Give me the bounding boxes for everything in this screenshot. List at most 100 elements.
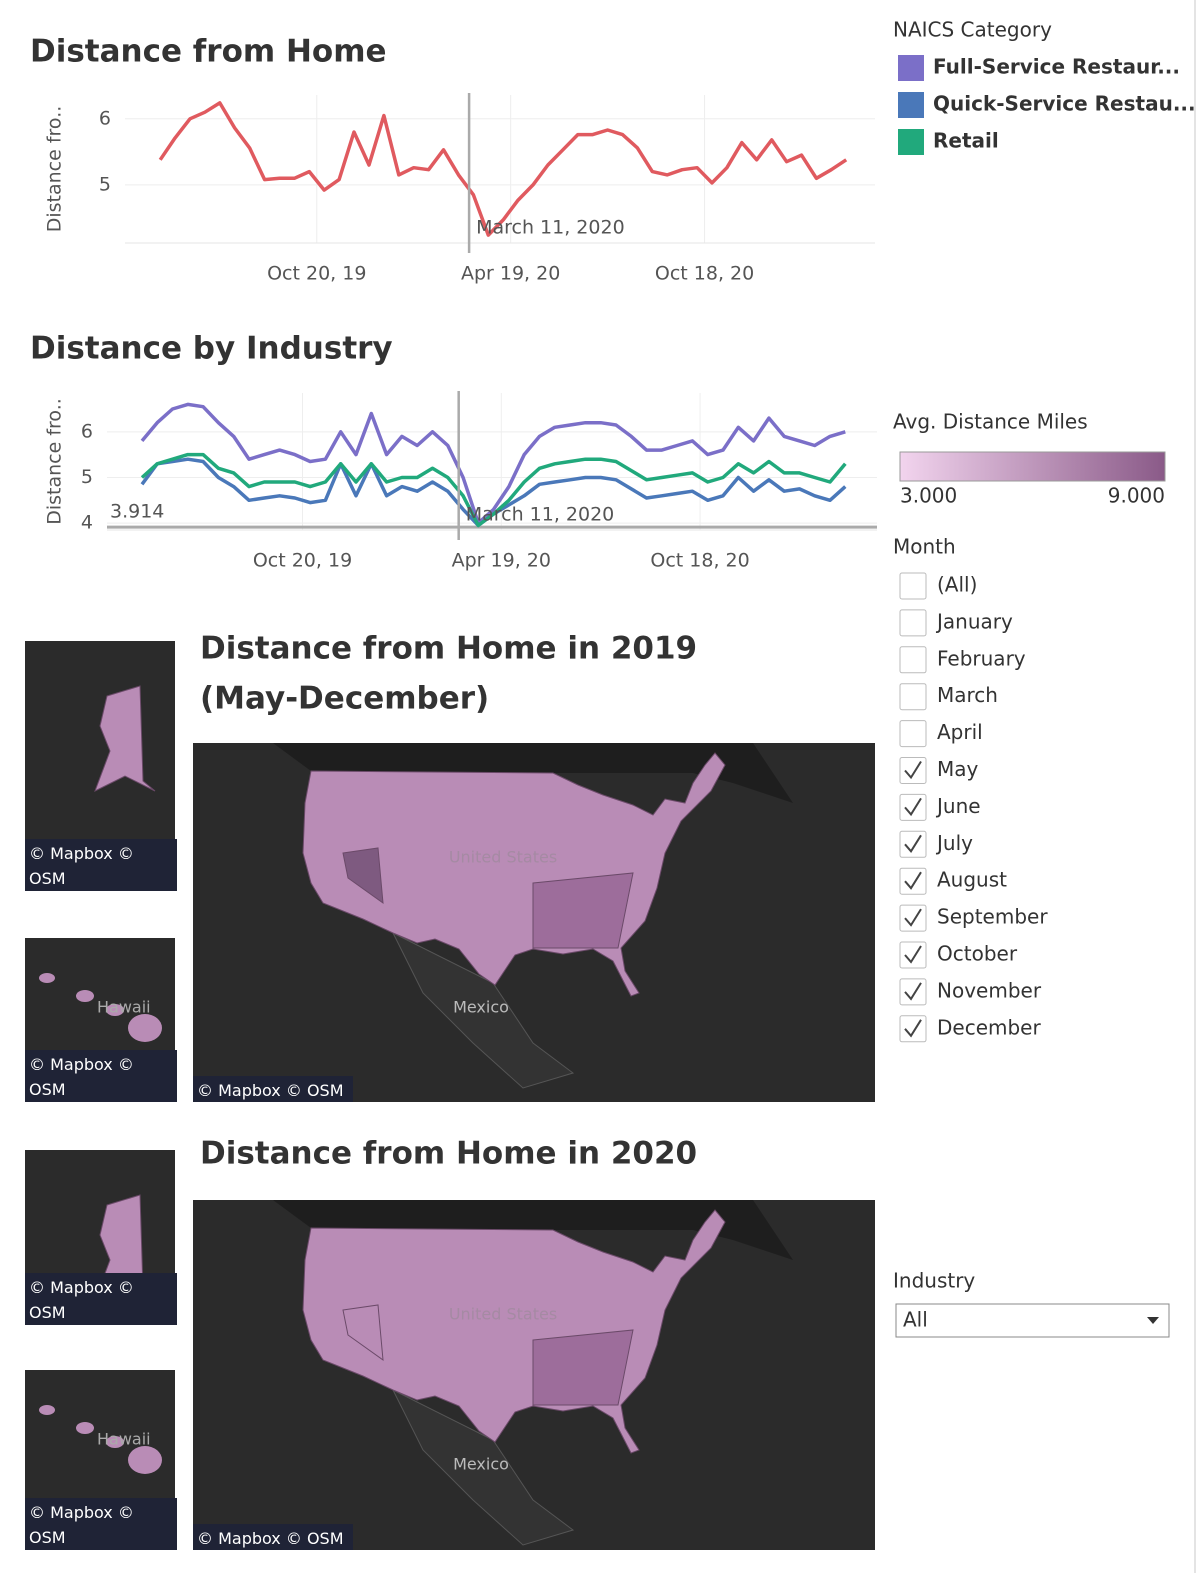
country-label: Mexico: [453, 1455, 509, 1474]
x-tick-label: Oct 20, 19: [267, 263, 366, 285]
land-canada: [273, 743, 793, 803]
map-title: Distance from Home in 2020: [200, 1136, 697, 1172]
attribution-bg: [25, 1050, 177, 1102]
checkbox[interactable]: [899, 867, 927, 895]
y-tick-label: 6: [99, 107, 111, 129]
hawaii-island: [76, 1422, 94, 1434]
attribution-box: © Mapbox © OSM: [29, 1503, 134, 1547]
inset-label: Hawaii: [97, 998, 151, 1017]
checkbox-label[interactable]: May: [937, 757, 979, 781]
legend-label: Quick-Service Restau...: [933, 92, 1196, 116]
color-legend-label: 9.000: [1108, 484, 1165, 508]
check-mark: [904, 871, 922, 890]
attribution-box: © Mapbox © OSM: [29, 1278, 134, 1322]
attribution: © Mapbox © OSM: [29, 1278, 134, 1322]
check-mark: [904, 834, 922, 853]
checkbox-label[interactable]: March: [937, 683, 998, 707]
checkbox-label[interactable]: December: [937, 1015, 1041, 1039]
checkbox-label[interactable]: November: [937, 978, 1042, 1002]
hawaii-island: [76, 990, 94, 1002]
attribution-bg: [193, 1076, 353, 1102]
dropdown-arrow: [1147, 1317, 1159, 1324]
checkbox[interactable]: [899, 720, 927, 748]
filter-title: Industry: [893, 1269, 975, 1293]
legend-title: NAICS Category: [893, 18, 1052, 42]
checkbox[interactable]: [899, 757, 927, 784]
hawaii-island: [106, 1004, 124, 1016]
checkbox-label[interactable]: July: [935, 831, 973, 855]
legend-swatch: [898, 55, 924, 81]
series-line: [140, 452, 847, 528]
y-tick-label: 4: [81, 512, 93, 534]
attribution: © Mapbox © OSM: [197, 1081, 344, 1100]
legend-label: Full-Service Restaur...: [933, 55, 1180, 79]
attribution-bg: [25, 1273, 177, 1325]
check-mark: [904, 797, 922, 817]
y-tick-label: 5: [99, 173, 111, 195]
reference-label: 3.914: [110, 501, 164, 523]
checkbox-label[interactable]: (All): [937, 573, 977, 597]
checkbox-label[interactable]: April: [937, 720, 983, 744]
y-axis-label: Distance fro..: [44, 398, 66, 525]
attribution-bg: [25, 1498, 177, 1550]
land-mexico: [391, 1388, 575, 1546]
checkbox-label[interactable]: January: [935, 609, 1013, 633]
x-tick-label: Oct 20, 19: [253, 550, 352, 572]
hawaii-island: [128, 1446, 162, 1474]
checkbox[interactable]: [899, 904, 927, 932]
attribution-box: © Mapbox © OSM: [29, 1055, 134, 1099]
checkbox[interactable]: [899, 646, 927, 674]
state-highlight: [342, 847, 384, 905]
checkbox-label[interactable]: October: [937, 942, 1018, 966]
attribution: © Mapbox © OSM: [29, 1503, 134, 1547]
check-mark: [904, 760, 922, 780]
state-highlight: [342, 1304, 384, 1362]
country-label: United States: [449, 848, 557, 867]
checkbox[interactable]: [899, 830, 927, 858]
check-mark: [904, 1019, 922, 1038]
dropdown[interactable]: [895, 1303, 1170, 1338]
hawaii-island: [39, 1405, 55, 1415]
legend-swatch: [898, 129, 924, 155]
x-tick-label: Apr 19, 20: [461, 263, 560, 285]
country-label: Mexico: [453, 998, 509, 1017]
check-mark: [904, 945, 922, 964]
attribution-bg: [193, 1524, 353, 1550]
check-mark: [904, 982, 922, 1001]
color-legend-title: Avg. Distance Miles: [893, 410, 1088, 434]
attribution-box: © Mapbox © OSM: [29, 844, 134, 888]
map-title: Distance from Home in 2019: [200, 631, 697, 667]
checkbox[interactable]: [899, 941, 927, 969]
checkbox-label[interactable]: September: [937, 905, 1048, 929]
us-states-east: [532, 872, 634, 949]
legend-label: Retail: [933, 129, 999, 153]
checkbox-label[interactable]: August: [937, 868, 1007, 892]
checkbox[interactable]: [899, 572, 927, 600]
checkbox-label[interactable]: June: [935, 794, 981, 818]
checkbox[interactable]: [899, 978, 927, 1006]
hawaii-island: [128, 1014, 162, 1042]
us-states-east: [532, 1329, 634, 1406]
land-canada: [273, 1200, 793, 1260]
attribution-box: © Mapbox © OSM: [197, 1081, 344, 1100]
checkbox[interactable]: [899, 609, 927, 637]
annotation-label: March 11, 2020: [476, 217, 625, 239]
chart-title: Distance by Industry: [30, 331, 393, 367]
attribution-bg: [25, 839, 177, 891]
map-title: (May-December): [200, 681, 489, 717]
legend-swatch: [898, 92, 924, 118]
series-line: [158, 101, 848, 237]
inset-label: Hawaii: [97, 1430, 151, 1449]
filter-title: Month: [893, 535, 956, 559]
color-ramp: [899, 451, 1166, 482]
attribution: © Mapbox © OSM: [29, 1055, 134, 1099]
dropdown-value: All: [903, 1308, 928, 1332]
x-tick-label: Apr 19, 20: [452, 550, 551, 572]
check-mark: [904, 908, 922, 927]
checkbox[interactable]: [899, 1015, 927, 1043]
checkbox[interactable]: [899, 683, 927, 711]
country-label: United States: [449, 1305, 557, 1324]
checkbox-label[interactable]: February: [937, 646, 1026, 670]
checkbox[interactable]: [899, 793, 927, 821]
